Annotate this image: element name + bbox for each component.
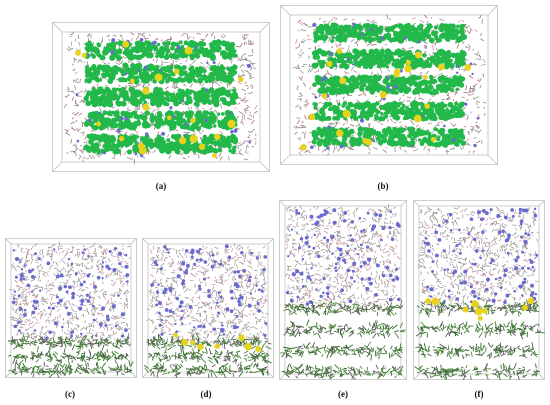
caption-d: (d): [200, 389, 212, 399]
panel-d-render: [142, 238, 274, 378]
caption-c: (c): [65, 389, 75, 399]
caption-b: (b): [377, 181, 389, 191]
panel-c-render: [5, 238, 137, 378]
panel-d: [142, 238, 274, 378]
panel-a: [52, 22, 270, 172]
caption-f: (f): [474, 389, 484, 399]
panel-c: [5, 238, 137, 378]
panel-b-render: [280, 5, 498, 165]
panel-b: [280, 5, 498, 165]
caption-a: (a): [155, 181, 167, 191]
panel-f-render: [413, 200, 545, 380]
panel-e: [279, 200, 407, 380]
panel-e-render: [279, 200, 407, 380]
panel-f: [413, 200, 545, 380]
panel-a-render: [52, 22, 270, 172]
caption-e: (e): [338, 389, 348, 399]
